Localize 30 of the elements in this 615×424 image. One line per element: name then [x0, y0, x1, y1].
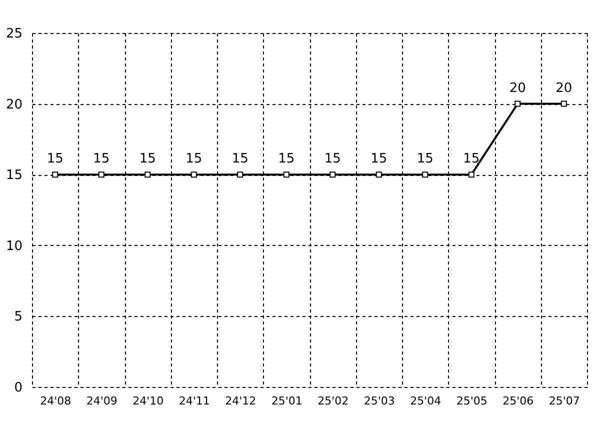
- y-tick-label: 0: [14, 380, 22, 396]
- data-label: 15: [416, 152, 434, 167]
- x-tick-label: 25'04: [410, 394, 442, 408]
- data-label: 15: [370, 152, 388, 167]
- data-label: 20: [509, 80, 526, 96]
- x-tick-label: 24'08: [40, 394, 72, 408]
- x-tick-label: 25'02: [318, 394, 349, 408]
- y-tick-label: 5: [14, 310, 22, 325]
- y-tick-label: 15: [6, 168, 22, 184]
- data-label: 15: [139, 152, 156, 167]
- x-tick-label: 24'09: [86, 394, 118, 408]
- x-tick-label: 24'12: [225, 394, 256, 408]
- data-label: 15: [232, 152, 248, 167]
- y-tick-label: 20: [6, 97, 22, 112]
- x-tick-label: 25'06: [502, 394, 534, 408]
- x-tick-label: 24'10: [132, 394, 164, 408]
- data-label: 15: [278, 152, 295, 167]
- x-tick-label: 24'11: [178, 394, 210, 408]
- data-label: 15: [463, 152, 480, 167]
- x-tick-label: 25'05: [456, 394, 488, 408]
- data-label: 15: [324, 152, 341, 167]
- data-label: 20: [556, 80, 572, 96]
- y-tick-label: 25: [6, 26, 22, 42]
- data-label: 15: [46, 152, 64, 167]
- data-label: 15: [93, 152, 110, 167]
- x-tick-label: 25'03: [364, 394, 395, 408]
- y-tick-label: 10: [6, 238, 22, 254]
- x-tick-label: 25'07: [548, 394, 580, 408]
- data-label: 15: [186, 152, 202, 167]
- x-tick-label: 25'01: [271, 394, 302, 408]
